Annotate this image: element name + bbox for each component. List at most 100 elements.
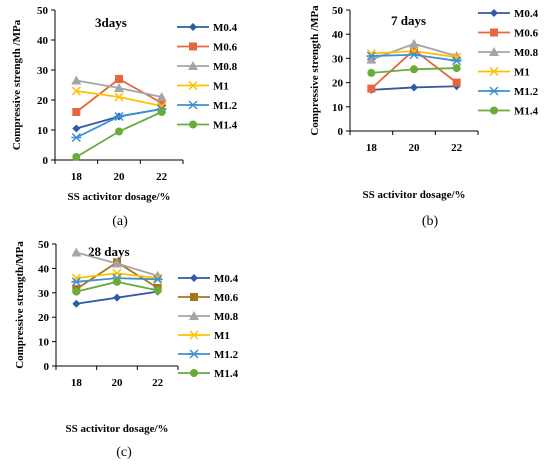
legend-swatch-marker: [189, 23, 197, 31]
y-tick-label: 30: [332, 53, 344, 65]
legend-label: M1.4: [214, 368, 239, 380]
legend-item-M1: M1: [177, 81, 229, 93]
data-point-M0.4: [113, 293, 121, 302]
data-point-M1.4: [410, 65, 418, 74]
x-tick-label: 20: [114, 171, 126, 183]
series-M0.6: [367, 45, 461, 93]
data-point-M1: [71, 86, 81, 96]
x-axis-label: SS activitor dosage/%: [362, 189, 465, 201]
legend-item-M1: M1: [478, 67, 530, 79]
chart-title: 28 days: [88, 244, 130, 259]
legend-label: M0.4: [214, 273, 239, 285]
legend-label: M1.2: [213, 100, 238, 112]
y-axis-label: Compressive strength /MPa: [11, 19, 23, 150]
data-point-M1.2: [71, 277, 82, 287]
legend-label: M0.4: [213, 22, 238, 34]
y-tick-label: 40: [37, 35, 49, 47]
legend-item-M1.2: M1.2: [478, 86, 539, 98]
panel-caption: (b): [422, 214, 439, 229]
legend-label: M0.6: [514, 28, 539, 40]
data-point-M1.2: [71, 132, 82, 143]
panel-caption: (c): [116, 445, 132, 460]
legend-swatch-marker: [189, 120, 197, 129]
data-point-M0.4: [72, 299, 81, 308]
legend-swatch-marker: [188, 61, 198, 70]
data-point-M1: [114, 92, 124, 102]
legend-swatch-marker: [189, 349, 199, 359]
data-point-M0.6: [452, 78, 461, 87]
data-point-M0.8: [112, 258, 122, 268]
y-tick-label: 30: [37, 65, 49, 77]
legend-swatch-marker: [189, 311, 199, 320]
x-tick-label: 22: [156, 171, 168, 183]
legend-label: M0.8: [514, 47, 539, 59]
legend-item-M0.8: M0.8: [478, 47, 539, 59]
legend-swatch-marker: [188, 80, 198, 91]
data-point-M1.2: [451, 56, 462, 66]
y-tick-label: 0: [43, 155, 49, 167]
legend-swatch-marker: [490, 28, 498, 37]
legend-item-M1.4: M1.4: [478, 106, 539, 118]
legend-item-M1.2: M1.2: [178, 349, 239, 361]
y-axis-label: Compressive strength/MPa: [14, 241, 26, 369]
x-tick-label: 18: [366, 142, 378, 154]
data-point-M0.6: [367, 84, 376, 93]
data-point-M1.2: [409, 50, 419, 60]
x-axis-label: SS activitor dosage/%: [65, 423, 168, 435]
data-point-M1.2: [152, 274, 163, 284]
legend-swatch-marker: [489, 66, 499, 77]
legend-label: M0.6: [214, 292, 239, 304]
data-point-M0.8: [156, 92, 167, 101]
x-tick-label: 20: [112, 377, 124, 389]
legend-swatch-marker: [189, 42, 197, 51]
y-tick-label: 40: [332, 29, 344, 41]
legend-swatch-marker: [190, 369, 198, 377]
data-point-M1.4: [157, 108, 166, 116]
data-point-M1.4: [367, 68, 376, 77]
data-point-M1.4: [72, 287, 81, 296]
y-tick-label: 40: [38, 263, 50, 275]
legend-item-M1.2: M1.2: [177, 100, 238, 112]
data-point-M0.6: [115, 75, 123, 83]
y-tick-label: 10: [37, 125, 49, 137]
data-point-M1.4: [113, 277, 121, 286]
series-M0.8: [71, 75, 167, 101]
x-tick-label: 22: [451, 142, 463, 154]
data-point-M0.8: [409, 38, 419, 48]
data-point-M0.8: [71, 247, 82, 257]
chart-title: 3days: [95, 15, 127, 30]
series-M1.2: [71, 104, 167, 143]
data-point-M1.4: [153, 286, 162, 295]
series-M1.4: [72, 108, 166, 161]
legend-item-M0.4: M0.4: [177, 22, 238, 34]
legend-swatch-marker: [188, 100, 198, 110]
legend-item-M0.4: M0.4: [478, 8, 539, 20]
legend-item-M1: M1: [178, 330, 230, 342]
data-point-M1: [153, 273, 163, 283]
legend-label: M1: [514, 67, 530, 79]
legend-swatch-marker: [489, 86, 499, 96]
legend-item-M0.4: M0.4: [178, 273, 239, 285]
series-M0.6: [72, 75, 166, 116]
data-point-M0.8: [366, 54, 377, 64]
legend-item-M1.4: M1.4: [177, 120, 238, 132]
chart-panel-2: 0 10 20 30 40 50 18 20 22 Compressive strength /M…: [309, 5, 539, 229]
chart-panel-3: 0 10 20 30 40 50 18 20 22 Compressive strength/MP…: [14, 239, 239, 460]
data-point-M1.2: [366, 51, 377, 61]
data-point-M0.6: [157, 99, 166, 107]
data-point-M1.2: [114, 111, 124, 122]
x-axis-label: SS activitor dosage/%: [67, 191, 170, 203]
legend-swatch-marker: [189, 330, 199, 340]
data-point-M1.4: [115, 127, 123, 136]
data-point-M0.8: [114, 83, 124, 92]
legend-item-M0.8: M0.8: [177, 61, 238, 73]
legend-label: M1.2: [514, 86, 539, 98]
series-line-M1: [76, 90, 162, 107]
x-tick-label: 22: [152, 377, 164, 389]
data-point-M0.8: [71, 75, 82, 85]
y-tick-label: 0: [338, 126, 344, 138]
legend-label: M0.8: [214, 311, 239, 323]
panel-caption: (a): [112, 214, 128, 229]
y-tick-label: 20: [37, 95, 49, 107]
